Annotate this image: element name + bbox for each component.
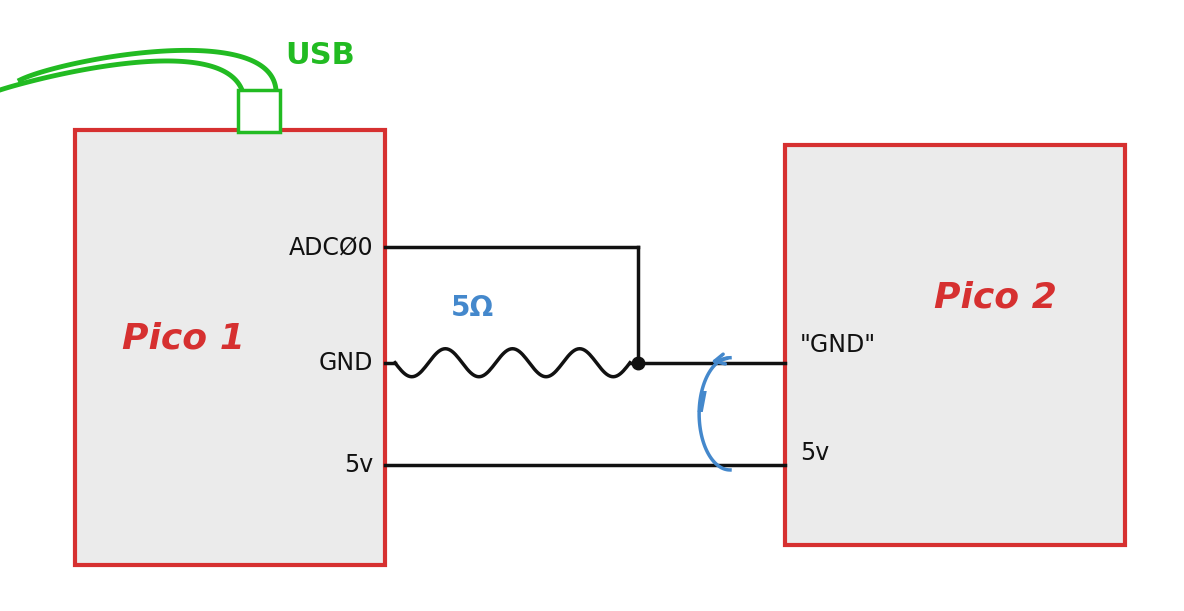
Text: USB: USB <box>285 40 355 70</box>
Text: ADCØ0: ADCØ0 <box>289 235 373 260</box>
Text: 5v: 5v <box>343 453 373 477</box>
Text: 5Ω: 5Ω <box>451 294 494 322</box>
Text: I: I <box>697 390 707 418</box>
Bar <box>238 90 279 132</box>
Bar <box>785 145 1125 545</box>
Text: Pico 1: Pico 1 <box>122 322 245 356</box>
Bar <box>75 130 385 565</box>
Text: "GND": "GND" <box>800 333 876 357</box>
Text: GND: GND <box>318 351 373 375</box>
Text: Pico 2: Pico 2 <box>934 280 1057 314</box>
Text: 5v: 5v <box>800 441 829 465</box>
